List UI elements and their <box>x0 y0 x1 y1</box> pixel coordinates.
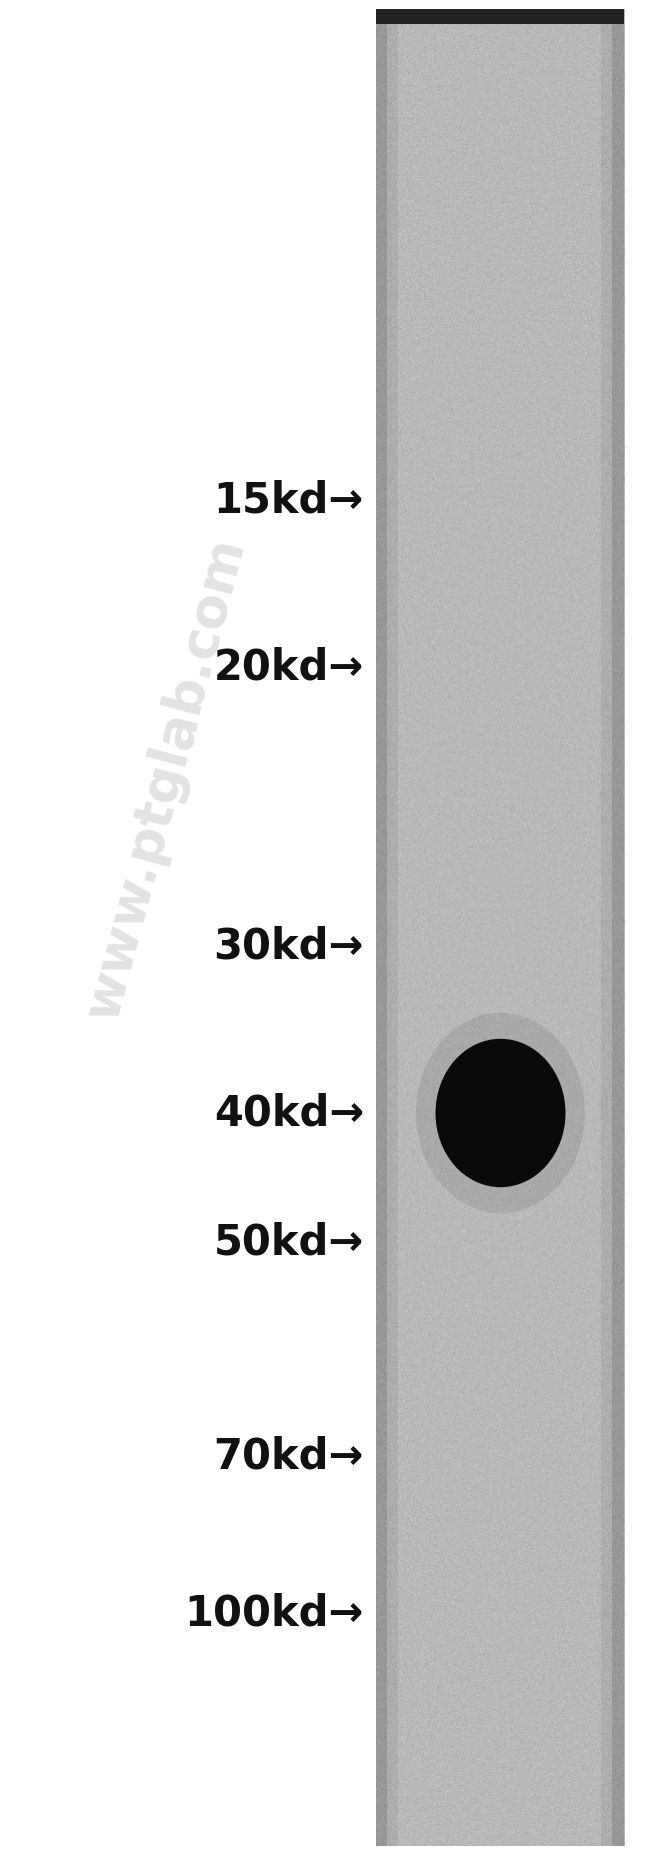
Text: 30kd→: 30kd→ <box>214 926 364 966</box>
Text: www.ptglab.com: www.ptglab.com <box>76 532 255 1026</box>
Text: 15kd→: 15kd→ <box>214 480 364 521</box>
Ellipse shape <box>436 1039 566 1187</box>
Text: 70kd→: 70kd→ <box>214 1436 364 1477</box>
Text: 40kd→: 40kd→ <box>214 1093 364 1133</box>
Bar <box>376 24 387 1846</box>
Ellipse shape <box>476 1085 525 1141</box>
Ellipse shape <box>468 1076 533 1150</box>
Bar <box>376 24 398 1846</box>
Ellipse shape <box>447 1052 554 1174</box>
Text: 100kd→: 100kd→ <box>185 1593 364 1634</box>
Text: 50kd→: 50kd→ <box>214 1222 364 1263</box>
Bar <box>612 24 624 1846</box>
Ellipse shape <box>416 1013 585 1213</box>
Bar <box>601 24 624 1846</box>
Text: 20kd→: 20kd→ <box>214 647 364 688</box>
Ellipse shape <box>458 1065 543 1161</box>
Bar <box>376 9 624 24</box>
